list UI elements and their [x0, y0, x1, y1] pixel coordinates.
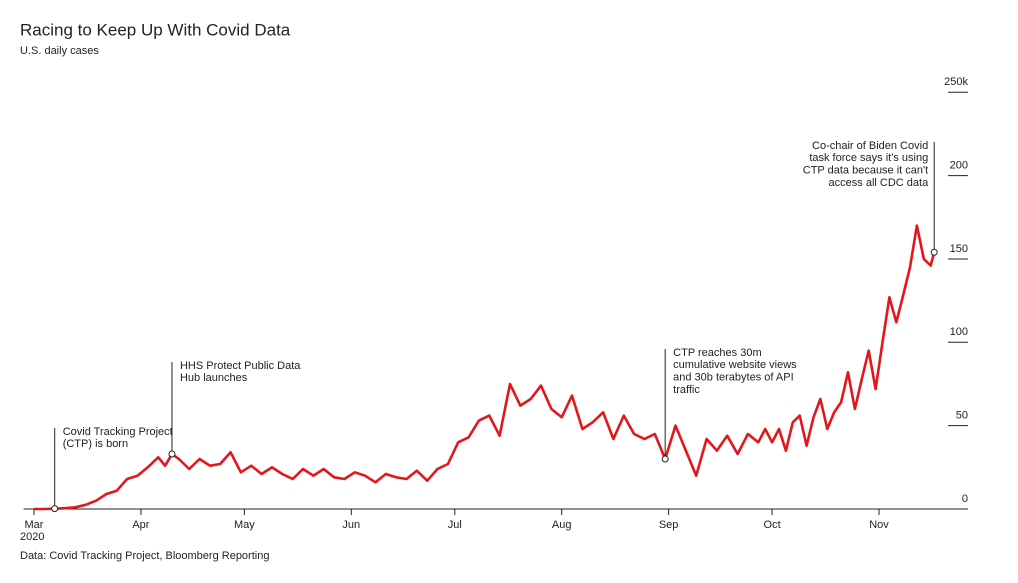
annotation-text: HHS Protect Public Data [180, 360, 301, 372]
annotation-text: (CTP) is born [63, 438, 128, 450]
annotation-text: Co-chair of Biden Covid [812, 140, 928, 152]
x-tick-label: Mar [25, 519, 44, 531]
x-tick-label: Jun [342, 519, 360, 531]
annotation-text: traffic [673, 384, 700, 396]
line [34, 224, 936, 511]
x-tick-label: Aug [552, 519, 572, 531]
annotation-marker [661, 455, 669, 463]
x-tick-label: Apr [132, 519, 149, 531]
annotation-text: cumulative website views [673, 359, 797, 371]
y-tick-label: 200 [950, 160, 968, 172]
annotation-marker [930, 248, 938, 256]
chart-title: Racing to Keep Up With Covid Data [20, 20, 291, 39]
annotation-marker [51, 505, 59, 513]
x-tick-label: Nov [869, 519, 889, 531]
annotation-text: CTP data because it can't [803, 165, 928, 177]
annotation-text: task force says it's using [809, 152, 928, 164]
annotation-text: Covid Tracking Project [63, 426, 173, 438]
annotation-text: CTP reaches 30m [673, 347, 761, 359]
x-tick-label: May [234, 519, 255, 531]
annotation-text: access all CDC data [829, 177, 930, 189]
x-tick-label: Oct [764, 519, 781, 531]
y-tick-label: 150 [950, 243, 968, 255]
y-tick-label: 250k [944, 76, 968, 88]
y-tick-label: 50 [956, 410, 968, 422]
year-label: 2020 [20, 531, 44, 543]
chart-subtitle: U.S. daily cases [20, 45, 99, 57]
annotation-text: and 30b terabytes of API [673, 372, 793, 384]
x-tick-label: Jul [448, 519, 462, 531]
annotation-text: Hub launches [180, 372, 248, 384]
y-tick-label: 100 [950, 326, 968, 338]
y-tick-label: 0 [962, 493, 968, 505]
x-tick-label: Sep [659, 519, 679, 531]
source: Data: Covid Tracking Project, Bloomberg … [20, 550, 269, 562]
annotation-marker [168, 450, 176, 458]
